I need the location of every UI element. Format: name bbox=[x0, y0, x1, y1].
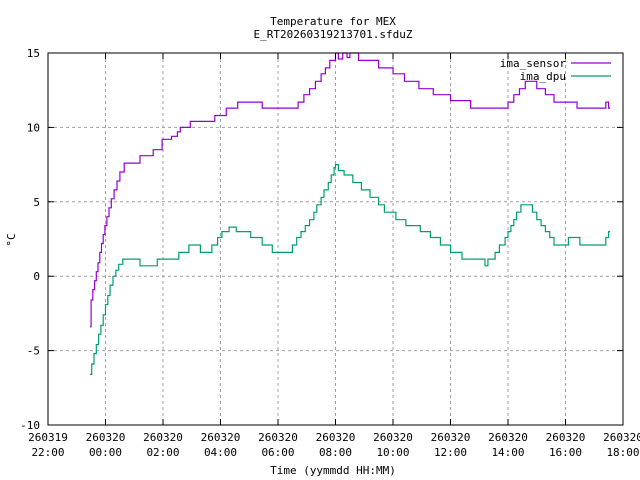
x-tick-date: 260320 bbox=[603, 431, 640, 444]
x-tick-date: 260320 bbox=[373, 431, 413, 444]
legend-label-ima_sensor: ima_sensor bbox=[500, 57, 567, 70]
x-tick-date: 260320 bbox=[546, 431, 586, 444]
x-axis: 260319 22:00 260320 00:00 260320 02:00 260320 0… bbox=[28, 53, 640, 459]
x-tick-time: 02:00 bbox=[146, 446, 179, 459]
y-tick-label: -5 bbox=[27, 345, 40, 358]
y-tick-label: 15 bbox=[27, 47, 40, 60]
x-tick-date: 260319 bbox=[28, 431, 68, 444]
legend-label-ima_dpu: ima_dpu bbox=[520, 70, 566, 83]
y-tick-label: 10 bbox=[27, 121, 40, 134]
x-tick-time: 00:00 bbox=[89, 446, 122, 459]
grid bbox=[48, 53, 623, 425]
x-tick-date: 260320 bbox=[143, 431, 183, 444]
y-tick-label: -10 bbox=[20, 419, 40, 432]
series-group bbox=[90, 52, 611, 375]
x-tick-date: 260320 bbox=[316, 431, 356, 444]
y-tick-label: 0 bbox=[33, 270, 40, 283]
y-tick-label: 5 bbox=[33, 196, 40, 209]
chart-subtitle: E_RT20260319213701.sfduZ bbox=[254, 28, 413, 41]
y-axis-label: °C bbox=[5, 233, 18, 246]
x-tick-time: 12:00 bbox=[434, 446, 467, 459]
x-tick-time: 22:00 bbox=[31, 446, 64, 459]
series-line-ima_sensor bbox=[90, 52, 611, 328]
x-tick-time: 10:00 bbox=[376, 446, 409, 459]
x-tick-date: 260320 bbox=[488, 431, 528, 444]
x-axis-label: Time (yymmdd HH:MM) bbox=[270, 464, 396, 477]
x-tick-time: 18:00 bbox=[606, 446, 639, 459]
chart-title: Temperature for MEX bbox=[270, 15, 396, 28]
x-tick-time: 16:00 bbox=[549, 446, 582, 459]
x-tick-time: 06:00 bbox=[261, 446, 294, 459]
y-axis: -10 -5 0 5 10 15 bbox=[20, 47, 623, 432]
x-tick-time: 04:00 bbox=[204, 446, 237, 459]
x-tick-date: 260320 bbox=[201, 431, 241, 444]
x-tick-time: 08:00 bbox=[319, 446, 352, 459]
x-tick-time: 14:00 bbox=[491, 446, 524, 459]
x-tick-date: 260320 bbox=[86, 431, 126, 444]
series-line-ima_dpu bbox=[90, 164, 611, 375]
x-tick-date: 260320 bbox=[431, 431, 471, 444]
x-tick-date: 260320 bbox=[258, 431, 298, 444]
